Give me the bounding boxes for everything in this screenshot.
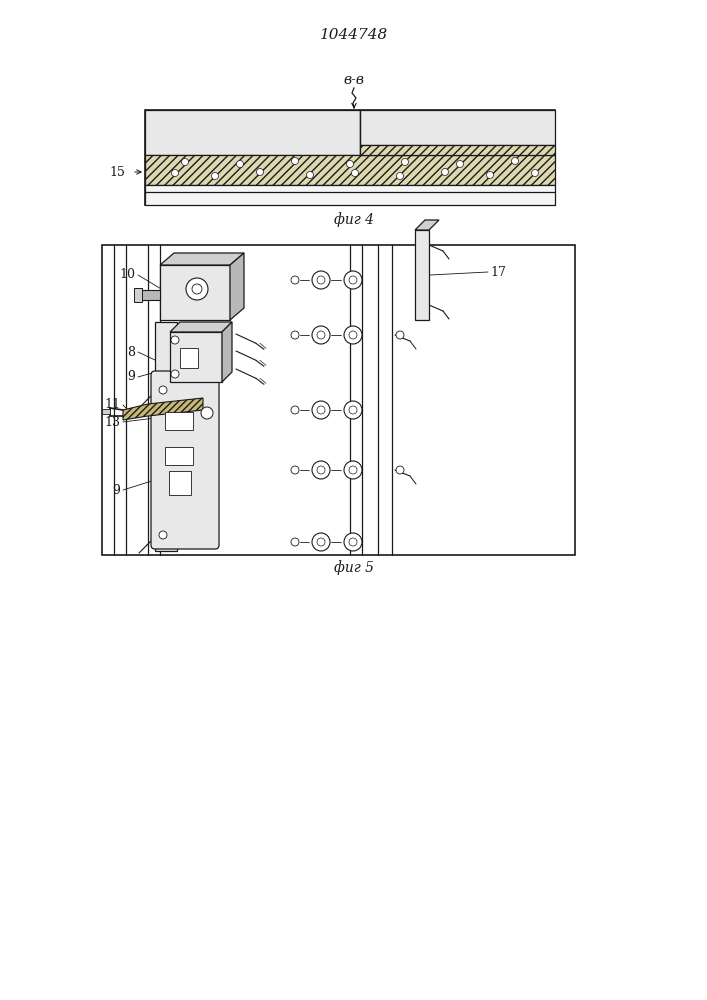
Circle shape [349,331,357,339]
Circle shape [312,533,330,551]
Bar [165,412,193,430]
Text: 15: 15 [109,165,125,178]
Circle shape [237,160,243,167]
Circle shape [172,169,178,176]
Bar [155,322,177,551]
Circle shape [349,466,357,474]
Circle shape [457,160,464,167]
Circle shape [317,276,325,284]
Bar [134,288,142,302]
Polygon shape [140,290,160,300]
Circle shape [182,158,189,165]
Polygon shape [123,398,203,420]
Circle shape [312,326,330,344]
Circle shape [291,466,299,474]
Text: 9: 9 [112,484,120,496]
Bar [415,230,429,320]
Circle shape [291,157,298,164]
Bar [180,348,198,368]
Circle shape [396,331,404,339]
Circle shape [312,461,330,479]
Circle shape [344,401,362,419]
Circle shape [257,168,264,176]
Circle shape [349,276,357,284]
Bar [169,471,191,495]
Circle shape [349,406,357,414]
FancyBboxPatch shape [151,371,219,549]
Text: в-в: в-в [344,73,365,87]
Bar [360,145,555,155]
Bar [165,447,193,465]
Circle shape [317,331,325,339]
Circle shape [211,172,218,180]
Circle shape [159,386,167,394]
Bar [160,265,230,320]
Circle shape [511,157,518,164]
Circle shape [312,401,330,419]
Text: 13: 13 [104,416,120,428]
Circle shape [349,538,357,546]
Bar [102,409,110,414]
Polygon shape [160,253,244,265]
Circle shape [312,271,330,289]
Polygon shape [230,253,244,320]
Bar [102,245,575,555]
Circle shape [486,172,493,178]
Circle shape [344,533,362,551]
Circle shape [291,406,299,414]
Circle shape [317,538,325,546]
Bar [145,155,555,185]
Circle shape [171,370,179,378]
Circle shape [344,271,362,289]
Circle shape [186,278,208,300]
Text: 1044748: 1044748 [320,28,388,42]
Circle shape [192,284,202,294]
Circle shape [171,336,179,344]
Circle shape [402,158,409,165]
Bar [145,185,555,205]
Circle shape [201,407,213,419]
Circle shape [397,172,404,180]
Text: 11: 11 [104,398,120,412]
Circle shape [532,169,539,176]
Circle shape [396,466,404,474]
Text: 10: 10 [119,268,135,282]
Circle shape [317,466,325,474]
Bar [145,110,360,155]
Bar [170,332,222,382]
Circle shape [346,160,354,167]
Circle shape [317,406,325,414]
Circle shape [344,461,362,479]
Circle shape [441,168,448,176]
Text: фиг 4: фиг 4 [334,213,374,227]
Polygon shape [170,322,232,332]
Polygon shape [222,322,232,382]
Bar [145,110,555,205]
Circle shape [344,326,362,344]
Text: 9: 9 [127,370,135,383]
Circle shape [291,331,299,339]
Polygon shape [415,220,439,230]
Circle shape [291,276,299,284]
Circle shape [159,531,167,539]
Circle shape [291,538,299,546]
Text: фиг 5: фиг 5 [334,561,374,575]
Bar [360,110,555,145]
Text: 8: 8 [127,346,135,359]
Circle shape [307,172,313,178]
Circle shape [351,169,358,176]
Text: 17: 17 [490,265,506,278]
